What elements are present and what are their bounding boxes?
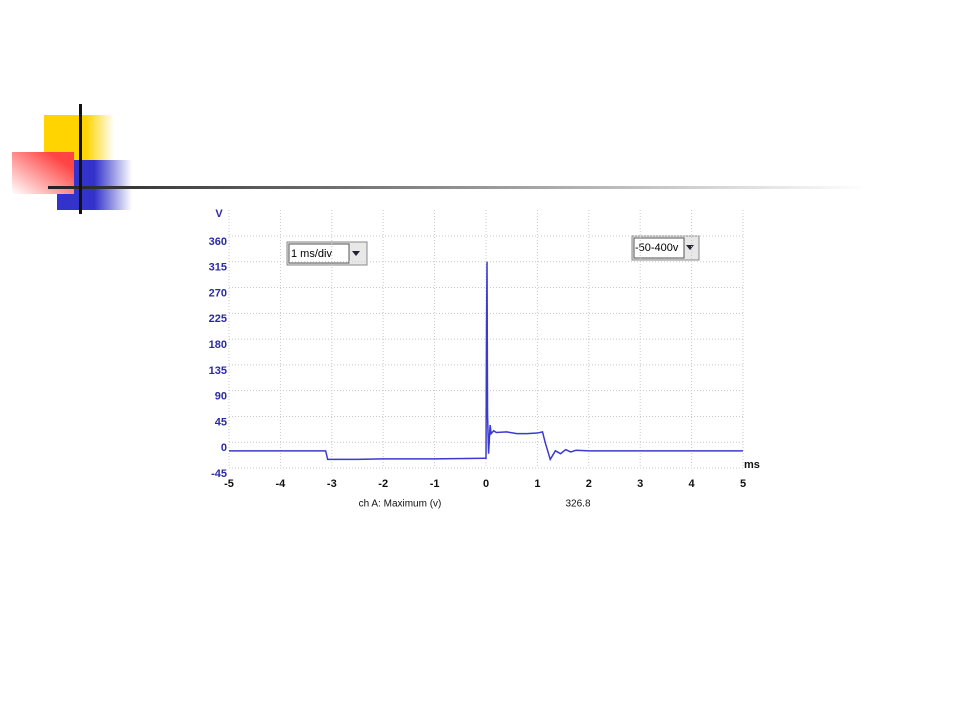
dropdown-text: -50-400v — [635, 242, 679, 254]
x-tick-label: -3 — [327, 478, 337, 490]
y-tick-label: 270 — [209, 287, 227, 299]
y-tick-label: 0 — [221, 442, 227, 454]
measurement-value: 326.8 — [565, 499, 590, 510]
x-tick-label: 0 — [483, 478, 489, 490]
x-tick-label: -1 — [430, 478, 440, 490]
x-tick-label: 3 — [637, 478, 643, 490]
x-tick-label: -2 — [378, 478, 388, 490]
y-tick-label: 135 — [209, 365, 227, 377]
y-tick-label: 315 — [209, 262, 227, 274]
dropdown-text: 1 ms/div — [291, 248, 332, 260]
dropdown-field — [633, 237, 685, 259]
y-tick-label: 360 — [209, 236, 227, 248]
x-tick-label: -5 — [224, 478, 234, 490]
dropdown-arrow — [352, 251, 360, 256]
timebase-dropdown[interactable]: 1 ms/div — [286, 241, 368, 266]
range-dropdown[interactable]: -50-400v — [631, 235, 700, 261]
x-tick-label: -4 — [276, 478, 287, 490]
y-tick-label: 45 — [215, 416, 227, 428]
y-tick-label: 180 — [209, 339, 227, 351]
x-axis-label: ms — [744, 459, 760, 471]
y-tick-label: 90 — [215, 391, 227, 403]
y-tick-label: 225 — [209, 313, 227, 325]
x-tick-label: 4 — [689, 478, 696, 490]
x-tick-label: 5 — [740, 478, 746, 490]
x-tick-label: 1 — [534, 478, 540, 490]
deco-line — [48, 186, 868, 189]
y-axis-label: V — [215, 208, 223, 220]
measurement-label: ch A: Maximum (v) — [359, 499, 442, 510]
x-tick-label: 2 — [586, 478, 592, 490]
dropdown-field — [288, 243, 350, 264]
chart: V ms 1 ms/div -50-400v ch A: Maximum (v)… — [209, 208, 760, 510]
waveform — [229, 261, 743, 462]
y-tick-label: -45 — [211, 468, 227, 480]
deco-line — [79, 104, 82, 214]
